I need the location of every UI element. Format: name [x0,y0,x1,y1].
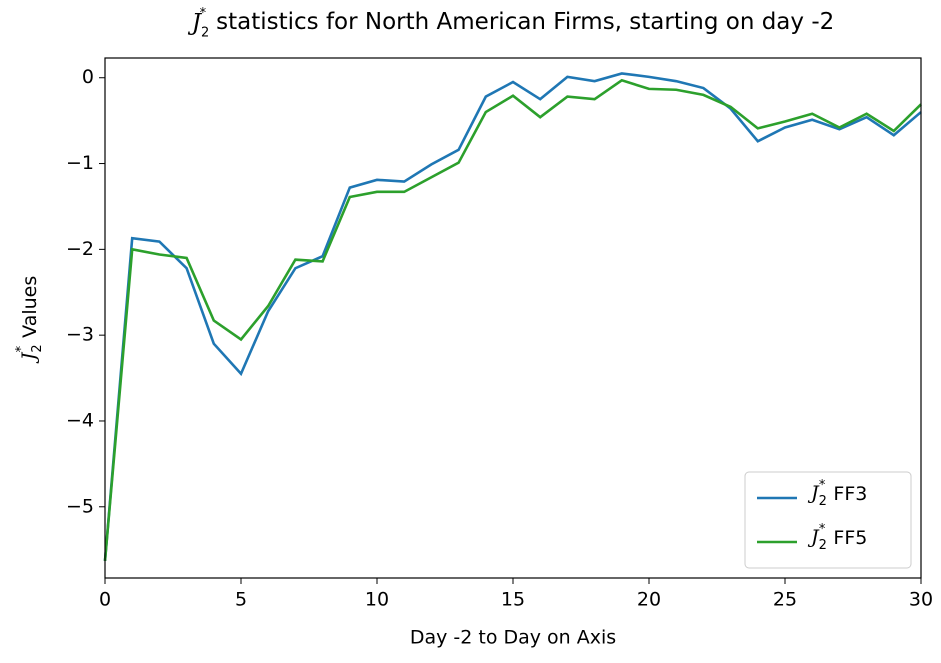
symbol-sub: 2 [30,344,45,352]
symbol-sup: * [819,478,826,493]
series-line [103,72,922,561]
series-line [103,78,922,561]
chart-title: J2 * statistics for North American Firms, … [188,6,835,40]
y-tick-label: −2 [66,238,94,260]
y-tick-label: −4 [66,409,94,431]
y-axis-label: J2* Values [14,276,45,364]
symbol-sup: * [14,345,29,352]
y-tick-label: −5 [66,495,94,517]
symbol-base: J [807,526,820,548]
title-text: statistics for North American Firms, sta… [216,9,834,35]
symbol-base: J [807,482,820,504]
x-tick-label: 20 [637,589,661,611]
x-tick-label: 5 [235,589,247,611]
x-tick-label: 30 [909,589,933,611]
x-tick-label: 15 [501,589,525,611]
legend-name: FF5 [833,527,867,549]
symbol-sup: * [819,522,826,537]
y-tick-label: −1 [66,152,94,174]
x-tick-label: 10 [365,589,389,611]
symbol-sub: 2 [819,538,827,553]
symbol-sub: 2 [819,494,827,509]
y-tick-label: 0 [82,66,94,88]
symbol-base: J [18,351,40,364]
legend-name: FF3 [833,483,867,505]
legend-label: J2* FF3 [807,478,867,509]
legend-box [744,471,912,569]
y-axis-label-text: Values [19,276,41,338]
y-tick-label: −3 [66,324,94,346]
plot-frame [104,57,922,579]
symbol-base: J [188,10,203,36]
x-axis-label: Day -2 to Day on Axis [410,627,616,649]
symbol-sub: 2 [201,25,209,40]
legend-label: J2* FF5 [807,522,867,553]
x-tick-label: 25 [773,589,797,611]
symbol-sup: * [200,6,207,21]
x-tick-label: 0 [99,589,111,611]
